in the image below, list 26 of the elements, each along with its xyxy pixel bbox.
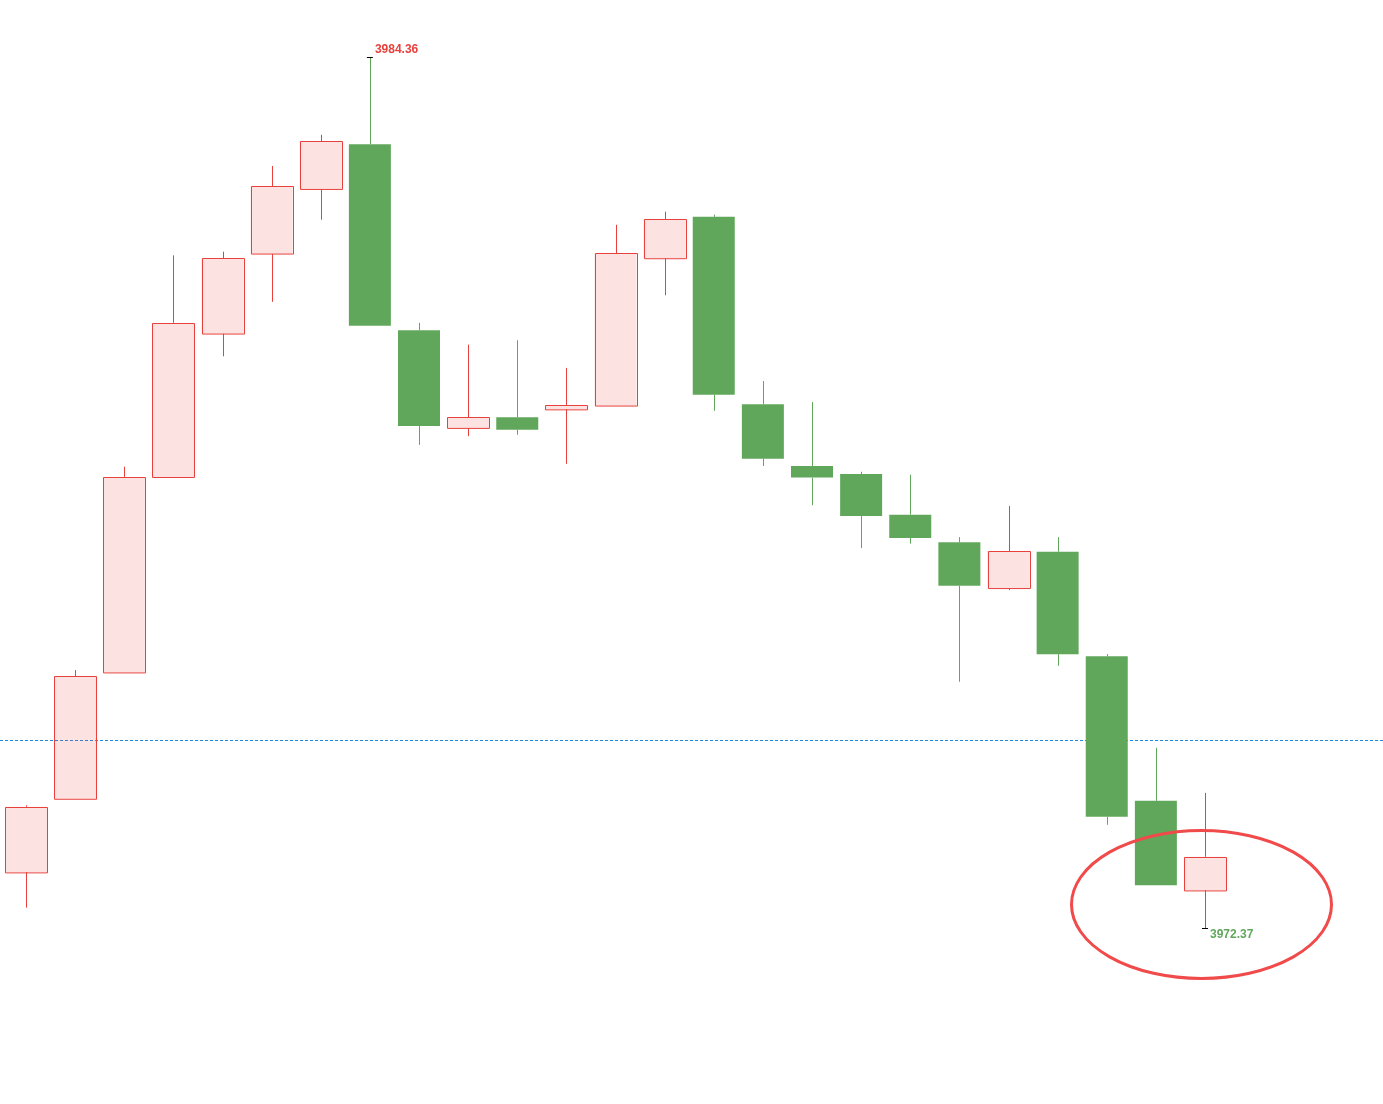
candlestick <box>201 251 245 357</box>
candlestick <box>791 401 833 506</box>
candlestick <box>1036 536 1079 667</box>
candlestick <box>398 322 440 446</box>
candlestick <box>889 474 932 545</box>
candlestick <box>299 134 343 221</box>
candlestick <box>1085 653 1128 826</box>
candlestick <box>152 254 195 479</box>
candlestick <box>1134 747 1177 886</box>
candlestick <box>643 211 687 296</box>
candlestick <box>987 505 1031 591</box>
candlestick <box>250 165 294 303</box>
candlestick <box>840 471 883 549</box>
candlestick <box>692 214 735 412</box>
candlestick <box>447 344 490 437</box>
candlestick <box>5 806 48 909</box>
annotation: 3972.37 <box>1210 927 1254 942</box>
candlestick <box>1184 792 1227 929</box>
candlestick <box>496 339 539 436</box>
candlestick <box>594 224 638 407</box>
candlestick <box>741 380 784 467</box>
candlestick <box>348 56 391 326</box>
candlestick <box>938 536 981 683</box>
text: 3984.36 <box>374 42 419 57</box>
candlestick <box>103 466 146 674</box>
candlestick <box>54 669 97 800</box>
